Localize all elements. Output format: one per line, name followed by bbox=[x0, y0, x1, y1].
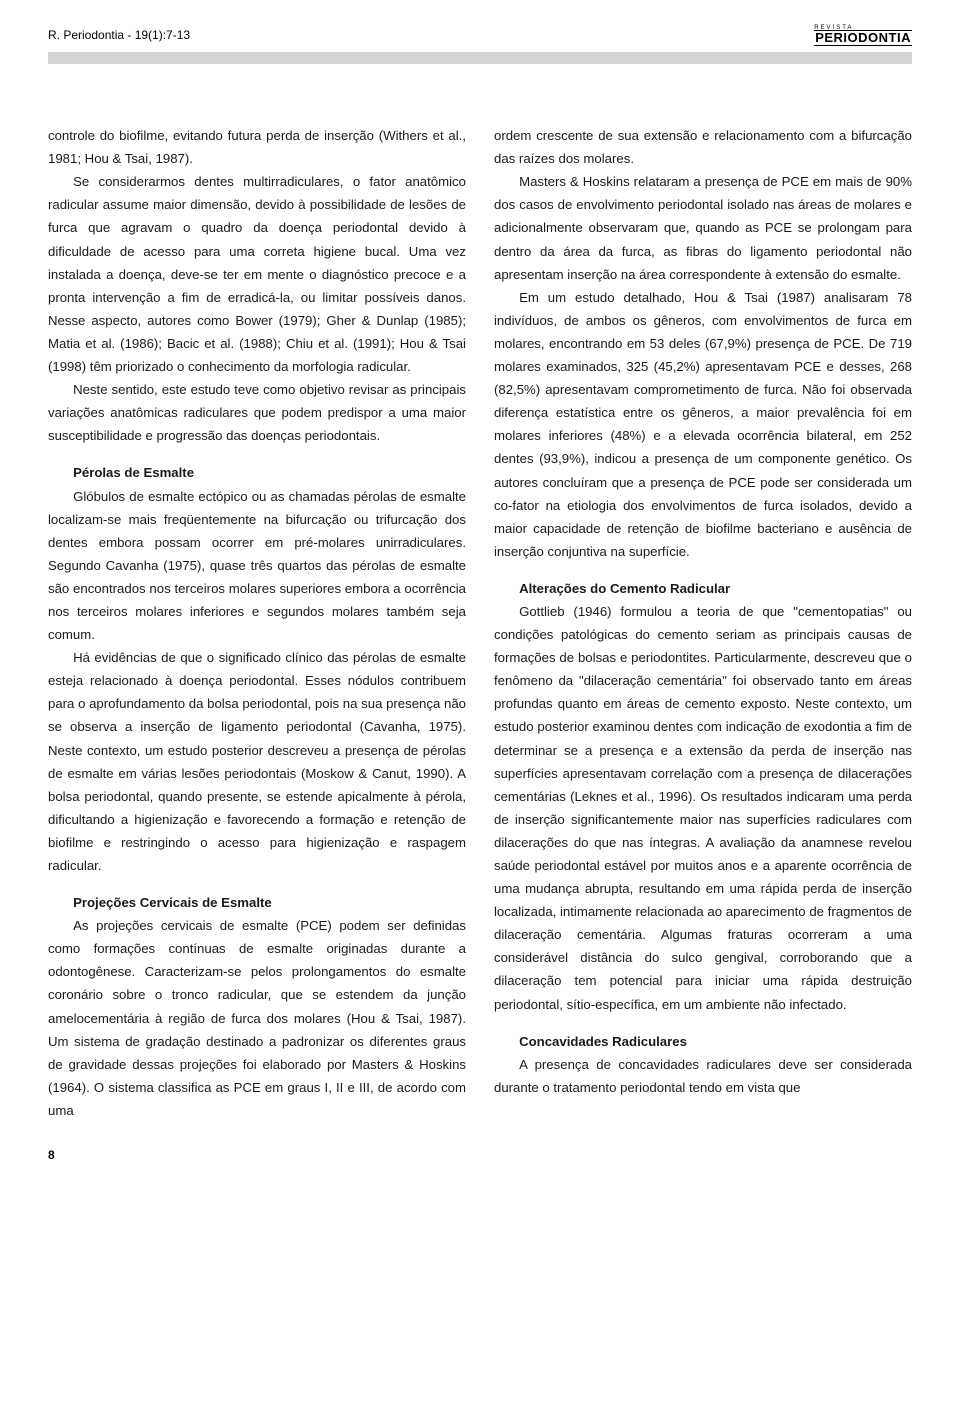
running-header: R. Periodontia - 19(1):7-13 REVISTA PERI… bbox=[48, 28, 912, 46]
body-paragraph: As projeções cervicais de esmalte (PCE) … bbox=[48, 914, 466, 1122]
section-heading-alteracoes: Alterações do Cemento Radicular bbox=[494, 577, 912, 600]
section-heading-concavidades: Concavidades Radiculares bbox=[494, 1030, 912, 1053]
section-heading-perolas: Pérolas de Esmalte bbox=[48, 461, 466, 484]
journal-logo-main: PERIODONTIA bbox=[814, 30, 912, 46]
body-paragraph: Em um estudo detalhado, Hou & Tsai (1987… bbox=[494, 286, 912, 563]
text-columns: controle do biofilme, evitando futura pe… bbox=[48, 124, 912, 1122]
body-paragraph: A presença de concavidades radiculares d… bbox=[494, 1053, 912, 1099]
body-paragraph: Há evidências de que o significado clíni… bbox=[48, 646, 466, 877]
journal-logo: REVISTA PERIODONTIA bbox=[814, 28, 912, 46]
body-paragraph: ordem crescente de sua extensão e relaci… bbox=[494, 124, 912, 170]
page-number: 8 bbox=[48, 1148, 912, 1162]
body-paragraph: Gottlieb (1946) formulou a teoria de que… bbox=[494, 600, 912, 1016]
header-citation: R. Periodontia - 19(1):7-13 bbox=[48, 28, 190, 42]
body-paragraph: Neste sentido, este estudo teve como obj… bbox=[48, 378, 466, 447]
page-root: R. Periodontia - 19(1):7-13 REVISTA PERI… bbox=[0, 0, 960, 1192]
header-rule-bar bbox=[48, 52, 912, 64]
body-paragraph: Masters & Hoskins relataram a presença d… bbox=[494, 170, 912, 285]
section-heading-projecoes: Projeções Cervicais de Esmalte bbox=[48, 891, 466, 914]
left-column: controle do biofilme, evitando futura pe… bbox=[48, 124, 466, 1122]
right-column: ordem crescente de sua extensão e relaci… bbox=[494, 124, 912, 1122]
body-paragraph: Se considerarmos dentes multirradiculare… bbox=[48, 170, 466, 378]
body-paragraph: Glóbulos de esmalte ectópico ou as chama… bbox=[48, 485, 466, 647]
body-paragraph: controle do biofilme, evitando futura pe… bbox=[48, 124, 466, 170]
